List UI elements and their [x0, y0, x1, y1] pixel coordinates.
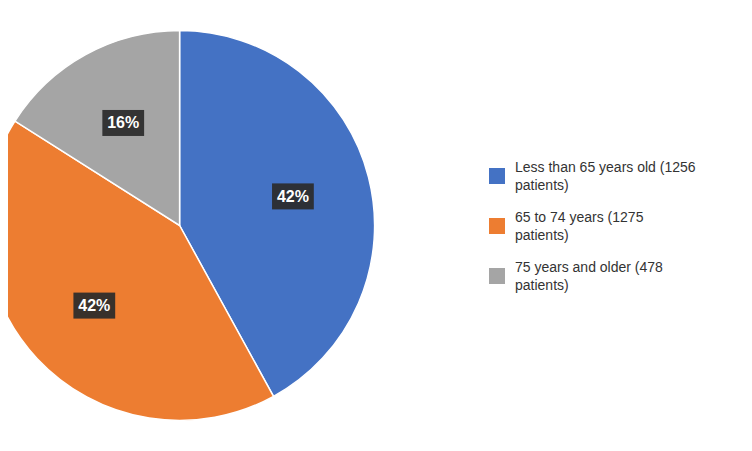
svg-text:42%: 42% — [277, 188, 309, 205]
html-text:75 years and older (478 patien: 75 years and older (478 patients) — [515, 258, 663, 293]
html-text:65 to 74 years (1275 patients): 65 to 74 years (1275 patients) — [515, 208, 644, 243]
html-text:Less than 65 years old (1256 p: Less than 65 years old (1256 patients) — [515, 158, 696, 193]
svg-text:16%: 16% — [107, 114, 139, 131]
svg-text:42%: 42% — [78, 297, 110, 314]
